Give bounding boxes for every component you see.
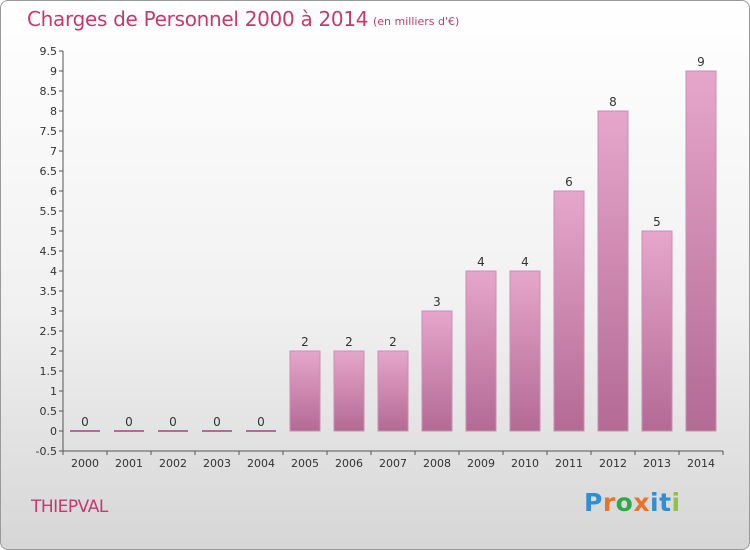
data-label-2013: 5 [653, 215, 661, 229]
bar-2008 [421, 310, 453, 432]
x-tick-label: 2000 [71, 457, 99, 470]
y-tick-label: 0.5 [40, 405, 58, 418]
logo-letter: t [659, 488, 672, 517]
bar-2014 [685, 70, 717, 432]
bar-2010 [509, 270, 541, 432]
x-tick-label: 2009 [467, 457, 495, 470]
y-tick-label: 4 [50, 265, 57, 278]
data-label-2011: 6 [565, 175, 573, 189]
x-tick-label: 2013 [643, 457, 671, 470]
x-tick-label: 2011 [555, 457, 583, 470]
x-tick-label: 2006 [335, 457, 363, 470]
y-tick-label: 4.5 [40, 245, 58, 258]
data-label-2006: 2 [345, 335, 353, 349]
bar-2012 [597, 110, 629, 432]
data-label-2001: 0 [125, 415, 133, 429]
logo-letter: o [615, 488, 634, 517]
y-tick-label: 3 [50, 305, 57, 318]
y-tick-label: 9 [50, 65, 57, 78]
x-tick-label: 2001 [115, 457, 143, 470]
data-label-2000: 0 [81, 415, 89, 429]
y-tick-label: 3.5 [40, 285, 58, 298]
y-tick-label: 7.5 [40, 125, 58, 138]
data-label-2007: 2 [389, 335, 397, 349]
y-tick-label: 6 [50, 185, 57, 198]
data-label-2008: 3 [433, 295, 441, 309]
chart-axes: -0.5 0 0.5 1 1.5 2 2.5 3 3.5 4 4.5 5 5.5 6 6.5 7 7.5 8 8.5… [36, 45, 724, 470]
x-tick-label: 2014 [687, 457, 715, 470]
logo-letter: i [671, 488, 681, 517]
y-tick-label: 8.5 [40, 85, 58, 98]
data-label-2014: 9 [697, 55, 705, 69]
data-label-2012: 8 [609, 95, 617, 109]
data-label-2009: 4 [477, 255, 485, 269]
data-label-2003: 0 [213, 415, 221, 429]
chart-title: Charges de Personnel 2000 à 2014 [27, 7, 369, 31]
y-tick-label: 0 [50, 425, 57, 438]
x-tick-label: 2004 [247, 457, 275, 470]
y-tick-label: 2 [50, 345, 57, 358]
bar-2006 [333, 350, 365, 432]
y-tick-label: 2.5 [40, 325, 58, 338]
logo-letter: P [584, 488, 603, 517]
bar-2005 [289, 350, 321, 432]
y-tick-label: 1.5 [40, 365, 58, 378]
y-tick-label: 1 [50, 385, 57, 398]
bar-2011 [553, 190, 585, 432]
y-tick-label: 9.5 [40, 45, 58, 58]
bar-2013 [641, 230, 673, 432]
x-tick-label: 2007 [379, 457, 407, 470]
bar-2007 [377, 350, 409, 432]
y-tick-label: 8 [50, 105, 57, 118]
chart-bars [70, 70, 717, 432]
city-name: THIEPVAL [31, 497, 108, 517]
x-tick-label: 2002 [159, 457, 187, 470]
y-tick-label: 6.5 [40, 165, 58, 178]
x-tick-label: 2010 [511, 457, 539, 470]
x-tick-label: 2008 [423, 457, 451, 470]
chart-subtitle: (en milliers d'€) [373, 15, 460, 28]
y-tick-label: 5 [50, 225, 57, 238]
data-label-2005: 2 [301, 335, 309, 349]
data-label-2010: 4 [521, 255, 529, 269]
y-tick-label: 7 [50, 145, 57, 158]
logo-letter: x [633, 488, 650, 517]
x-tick-label: 2012 [599, 457, 627, 470]
y-tick-label: 5.5 [40, 205, 58, 218]
chart-data-labels: 0 0 0 0 0 2 2 2 3 4 4 6 8 5 9 [81, 55, 705, 429]
y-tick-label: -0.5 [36, 445, 57, 458]
data-label-2002: 0 [169, 415, 177, 429]
x-tick-label: 2003 [203, 457, 231, 470]
logo-letter: r [602, 488, 616, 517]
proxiti-logo: Proxiti [584, 488, 681, 517]
bar-2009 [465, 270, 497, 432]
x-tick-label: 2005 [291, 457, 319, 470]
logo-letter: i [650, 488, 660, 517]
data-label-2004: 0 [257, 415, 265, 429]
